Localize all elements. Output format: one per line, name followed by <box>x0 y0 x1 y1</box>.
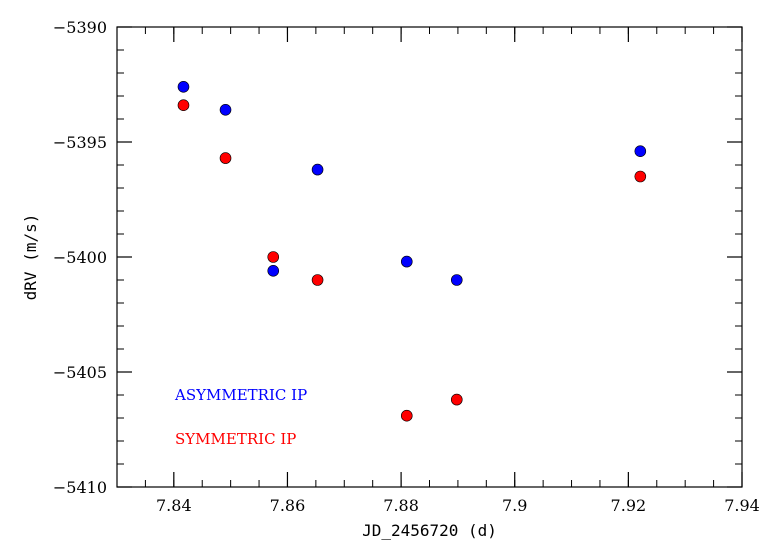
y-tick-label: −5390 <box>53 18 107 37</box>
data-points <box>177 81 647 422</box>
point-series-0 <box>311 163 324 176</box>
point-series-1 <box>400 409 413 422</box>
y-tick-label: −5405 <box>53 363 107 382</box>
plot-frame <box>116 26 743 488</box>
point-series-0 <box>634 145 647 157</box>
y-tick-label: −5410 <box>53 478 107 497</box>
x-tick-label: 7.84 <box>156 496 192 515</box>
point-series-1 <box>634 170 647 183</box>
point-series-1 <box>177 99 190 111</box>
legend-entry-asymmetric: ASYMMETRIC IP <box>174 386 307 404</box>
y-axis-label: dRV (m/s) <box>21 214 40 301</box>
point-series-1 <box>267 251 280 263</box>
x-tick-label: 7.9 <box>502 496 527 515</box>
y-tick-labels: −5410 −5405 −5400 −5395 −5390 <box>53 18 107 497</box>
point-series-1 <box>450 393 463 406</box>
x-tick-label: 7.92 <box>611 496 647 515</box>
point-series-1 <box>311 274 324 286</box>
point-series-1 <box>219 152 232 164</box>
minor-ticks <box>116 26 743 488</box>
point-series-0 <box>450 274 463 286</box>
point-series-0 <box>400 255 413 268</box>
point-series-0 <box>219 104 232 116</box>
x-tick-labels: 7.84 7.86 7.88 7.9 7.92 7.94 <box>156 496 760 515</box>
x-axis-label: JD_2456720 (d) <box>362 521 497 540</box>
point-series-0 <box>267 264 280 277</box>
y-tick-label: −5395 <box>53 133 107 152</box>
x-tick-label: 7.86 <box>270 496 306 515</box>
legend: ASYMMETRIC IP SYMMETRIC IP <box>174 386 307 448</box>
x-tick-label: 7.94 <box>724 496 760 515</box>
point-series-0 <box>177 81 190 93</box>
legend-entry-symmetric: SYMMETRIC IP <box>175 430 296 448</box>
y-tick-label: −5400 <box>53 248 107 267</box>
major-ticks <box>117 26 743 488</box>
x-tick-label: 7.88 <box>383 496 419 515</box>
